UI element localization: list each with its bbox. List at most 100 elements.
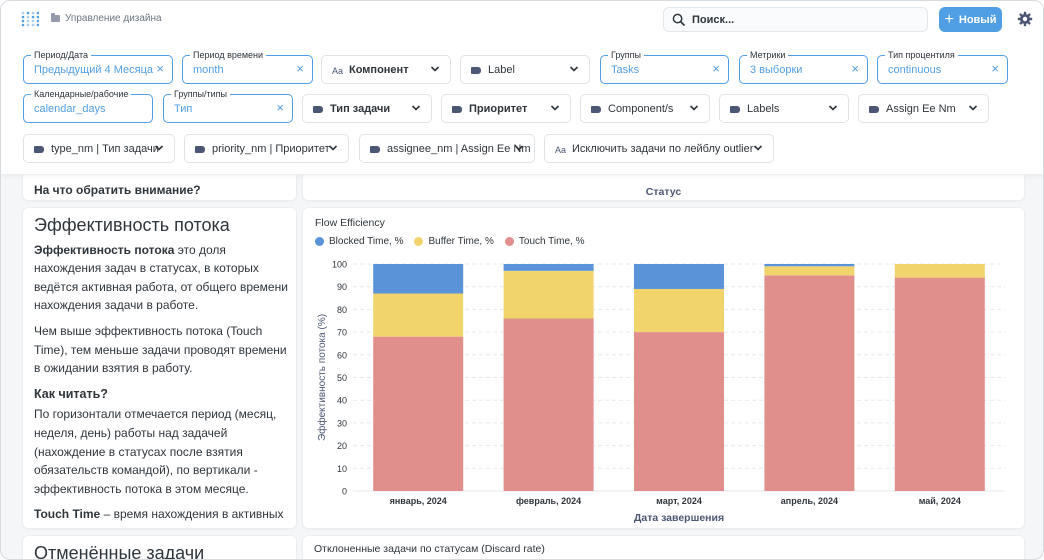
filter-text: assignee_nm | Assign Ee Nm <box>387 143 531 155</box>
y-tick-label: 60 <box>337 350 347 360</box>
close-icon[interactable]: × <box>851 61 859 76</box>
filter-value: Предыдущий 4 Месяца <box>34 64 153 76</box>
bar-segment[interactable] <box>373 336 464 491</box>
plus-icon: + <box>944 11 954 28</box>
close-icon[interactable]: × <box>991 61 999 76</box>
cancelled-heading: Отменённые задачи <box>34 543 205 560</box>
flow-paragraph-1-text: это доля нахождения задач в статусах, в … <box>34 242 288 313</box>
legend-dot-touch <box>504 237 514 246</box>
filter-groups[interactable]: Группы Tasks × <box>600 50 729 84</box>
chevron-down-icon <box>411 105 421 111</box>
filter-text: Приоритет <box>469 103 528 115</box>
attention-title: На что обратить внимание? <box>34 183 201 197</box>
filter-task-type[interactable]: Тип задачи <box>302 94 432 123</box>
bar-segment[interactable] <box>503 270 594 319</box>
filter-text: Assign Ee Nm <box>886 103 956 115</box>
close-icon[interactable]: × <box>276 100 284 115</box>
bar-segment[interactable] <box>373 264 464 294</box>
search-input[interactable] <box>692 13 892 26</box>
bar-segment[interactable] <box>764 264 855 267</box>
filter-value: Тип <box>174 103 193 115</box>
y-tick-label: 80 <box>337 305 347 315</box>
legend-label: Buffer Time, % <box>428 236 494 247</box>
metabase-logo-icon[interactable] <box>21 11 39 27</box>
bar-segment[interactable] <box>503 264 594 271</box>
filter-components[interactable]: Component/s <box>580 94 710 123</box>
how-to-read-heading: Как читать? <box>34 386 108 401</box>
filter-labels[interactable]: Labels <box>719 94 849 123</box>
filter-calendar-days[interactable]: Календарные/рабочие calendar_days <box>23 89 153 123</box>
filter-text: priority_nm | Приоритет <box>212 143 330 155</box>
legend-item-buffer[interactable]: Buffer Time, % <box>414 236 494 247</box>
filter-priority-nm[interactable]: priority_nm | Приоритет <box>184 134 349 163</box>
search-box[interactable] <box>663 7 928 32</box>
filter-assignee[interactable]: Assign Ee Nm <box>858 94 989 123</box>
filter-group-types[interactable]: Группы/типы Тип × <box>163 89 293 123</box>
filter-exclude-outlier[interactable]: Aa Исключить задачи по лейблу outlier <box>544 134 774 163</box>
x-axis-label: Дата завершения <box>634 512 724 524</box>
gear-icon[interactable] <box>1017 11 1033 27</box>
bar-segment[interactable] <box>634 264 724 289</box>
touch-time-term: Touch Time <box>34 507 101 522</box>
bar-segment[interactable] <box>894 264 985 278</box>
filter-period-date[interactable]: Период/Дата Предыдущий 4 Месяца × <box>23 50 173 84</box>
filter-percentile-type[interactable]: Тип процентиля continuous × <box>877 50 1008 84</box>
filter-text: Компонент <box>349 64 409 76</box>
legend-item-touch[interactable]: Touch Time, % <box>504 236 584 247</box>
y-tick-label: 30 <box>337 418 347 428</box>
legend-item-blocked[interactable]: Blocked Time, % <box>315 236 403 247</box>
filter-component[interactable]: Aa Компонент <box>321 55 451 84</box>
filter-type-nm[interactable]: type_nm | Тип задачи <box>23 134 175 163</box>
filter-assignee-nm[interactable]: assignee_nm | Assign Ee Nm <box>359 134 535 163</box>
close-icon[interactable]: × <box>296 61 304 76</box>
flow-heading: Эффективность потока <box>34 215 230 235</box>
x-tick-label: апрель, 2024 <box>781 496 838 506</box>
filter-label: Период/Дата <box>31 50 91 60</box>
bar-segment[interactable] <box>764 266 855 276</box>
tag-icon <box>452 106 462 113</box>
chart-legend: Blocked Time, % Buffer Time, % Touch Tim… <box>315 236 584 247</box>
chevron-down-icon <box>828 105 838 111</box>
breadcrumb-collection[interactable]: Управление дизайна <box>65 13 162 24</box>
filter-label: Тип процентиля <box>885 50 958 60</box>
discard-rate-title[interactable]: Отклоненные задачи по статусам (Discard … <box>314 543 545 555</box>
filter-metrics[interactable]: Метрики 3 выборки × <box>739 50 868 84</box>
y-tick-label: 90 <box>337 282 347 292</box>
bar-segment[interactable] <box>503 318 594 491</box>
filter-time-period[interactable]: Период времени month × <box>182 50 313 84</box>
text-type-icon: Aa <box>332 66 344 76</box>
close-icon[interactable]: × <box>712 61 720 76</box>
flow-efficiency-chart: 0 10 20 30 40 50 60 70 80 90 100 январь, 2024 феврал… <box>316 260 1005 524</box>
filter-value: Tasks <box>611 64 640 76</box>
bar-segment[interactable] <box>373 293 464 337</box>
filter-priority[interactable]: Приоритет <box>441 94 571 123</box>
filter-label: Период времени <box>190 50 267 60</box>
filter-value: continuous <box>888 64 942 76</box>
legend-label: Blocked Time, % <box>329 236 404 247</box>
new-button[interactable]: + Новый <box>939 7 1002 32</box>
new-button-label: Новый <box>958 13 997 26</box>
chevron-down-icon <box>689 105 699 111</box>
y-tick-label: 40 <box>337 396 347 406</box>
bar-segment[interactable] <box>894 277 985 491</box>
filter-label[interactable]: Label <box>460 55 590 84</box>
legend-dot-blocked <box>315 237 324 246</box>
y-tick-label: 100 <box>332 260 347 270</box>
top-bar: Управление дизайна + Новый <box>1 1 1043 39</box>
filter-text: Labels <box>747 103 780 115</box>
breadcrumb[interactable]: Управление дизайна <box>51 13 162 24</box>
filter-label: Метрики <box>747 50 789 60</box>
bar-segment[interactable] <box>764 275 855 491</box>
bar-segment[interactable] <box>634 332 724 491</box>
close-icon[interactable]: × <box>156 61 164 76</box>
filter-text: Label <box>488 64 515 76</box>
chevron-down-icon <box>328 145 338 151</box>
discard-rate-card: Отклоненные задачи по статусам (Discard … <box>302 535 1025 559</box>
flow-text-card: Эффективность потока Эффективность поток… <box>22 207 297 529</box>
flow-paragraph-3: По горизонтали отмечается период (месяц,… <box>34 407 277 496</box>
flow-paragraph-4-text: – время нахождения в активных статусах (… <box>34 507 284 528</box>
x-tick-label: май, 2024 <box>919 496 961 506</box>
chart-title[interactable]: Flow Efficiency <box>315 217 385 229</box>
bar-segment[interactable] <box>634 288 724 333</box>
chevron-down-icon <box>514 145 524 151</box>
